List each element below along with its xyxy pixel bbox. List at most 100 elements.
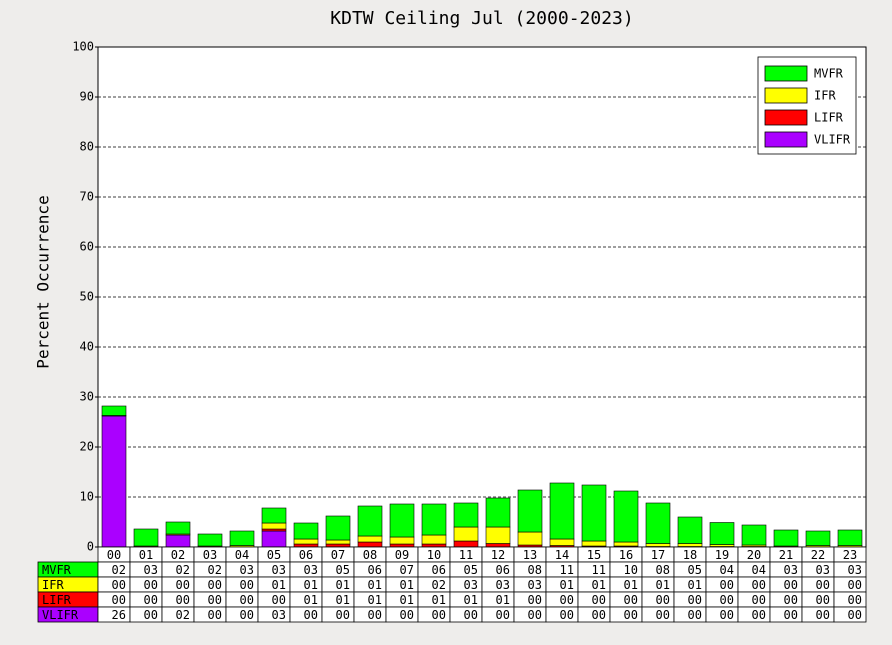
bar-segment [805,530,831,546]
table-value: 00 [240,608,254,622]
table-value: 01 [400,578,414,592]
x-tick-label: 23 [843,548,857,562]
table-value: 00 [848,578,862,592]
table-value: 01 [304,578,318,592]
table-value: 00 [112,578,126,592]
table-value: 00 [176,593,190,607]
legend-swatch [764,109,808,126]
bar-segment [261,522,287,530]
table-value: 03 [496,578,510,592]
x-tick-label: 20 [747,548,761,562]
bar-segment [773,529,799,547]
bar-segment [613,490,639,543]
y-tick-label: 30 [80,390,94,404]
table-value: 06 [496,563,510,577]
table-value: 00 [784,593,798,607]
y-tick-label: 90 [80,90,94,104]
bar-segment [741,524,767,546]
y-tick-label: 70 [80,190,94,204]
table-row-label: LIFR [42,593,72,607]
table-value: 01 [304,593,318,607]
x-tick-label: 16 [619,548,633,562]
table-value: 03 [240,563,254,577]
table-value: 00 [144,608,158,622]
x-tick-label: 01 [139,548,153,562]
x-tick-label: 18 [683,548,697,562]
legend-label: MVFR [814,67,844,81]
table-value: 00 [624,608,638,622]
y-tick-label: 0 [87,540,94,554]
table-value: 01 [336,593,350,607]
table-value: 00 [624,593,638,607]
table-value: 00 [848,593,862,607]
table-value: 00 [560,608,574,622]
y-tick-label: 100 [72,40,94,54]
x-tick-label: 11 [459,548,473,562]
x-tick-label: 22 [811,548,825,562]
table-value: 05 [336,563,350,577]
x-tick-label: 17 [651,548,665,562]
table-value: 04 [720,563,734,577]
table-value: 00 [528,593,542,607]
table-value: 01 [688,578,702,592]
legend-label: LIFR [814,111,844,125]
table-value: 01 [624,578,638,592]
table-value: 00 [432,608,446,622]
table-value: 00 [848,608,862,622]
table-value: 05 [464,563,478,577]
bar-segment [677,516,703,544]
x-tick-label: 10 [427,548,441,562]
table-value: 03 [848,563,862,577]
table-value: 26 [112,608,126,622]
bar-segment [645,543,671,547]
bar-segment [421,503,447,536]
table-value: 00 [464,608,478,622]
bar-segment [389,536,415,545]
table-value: 00 [400,608,414,622]
bar-segment [229,530,255,546]
bar-segment [293,522,319,540]
bar-segment [421,534,447,545]
table-value: 11 [592,563,606,577]
table-value: 03 [816,563,830,577]
table-value: 00 [784,608,798,622]
table-value: 03 [272,608,286,622]
y-tick-label: 60 [80,240,94,254]
bar-segment [325,539,351,545]
bar-segment [709,522,735,545]
table-value: 01 [464,593,478,607]
table-row-label: VLIFR [42,608,79,622]
table-value: 00 [144,593,158,607]
table-value: 01 [400,593,414,607]
table-value: 04 [752,563,766,577]
x-tick-label: 03 [203,548,217,562]
bar-segment [549,482,575,540]
bar-segment [677,543,703,547]
table-value: 00 [816,608,830,622]
table-value: 00 [752,608,766,622]
table-value: 00 [592,593,606,607]
table-value: 00 [208,593,222,607]
table-value: 01 [432,593,446,607]
x-tick-label: 08 [363,548,377,562]
legend-swatch [764,65,808,82]
bar-segment [389,503,415,538]
bar-segment [837,529,863,546]
table-row-label: MVFR [42,563,72,577]
bar-segment [133,528,159,547]
y-tick-label: 80 [80,140,94,154]
data-table: 00 01 02 03 04 05 06 07 08 09 10 11 12 13 14 15 16 17 18 19… [37,546,867,623]
bar-segment [549,538,575,546]
bar-segment [453,540,479,548]
table-value: 00 [816,593,830,607]
table-value: 02 [432,578,446,592]
x-tick-label: 19 [715,548,729,562]
table-value: 06 [432,563,446,577]
table-value: 03 [144,563,158,577]
table-value: 00 [784,578,798,592]
bar-segment [101,415,127,548]
bar-segment [517,531,543,546]
legend: MVFR IFR LIFR VLIFR [757,56,857,155]
bar-segment [357,541,383,548]
table-value: 00 [720,608,734,622]
